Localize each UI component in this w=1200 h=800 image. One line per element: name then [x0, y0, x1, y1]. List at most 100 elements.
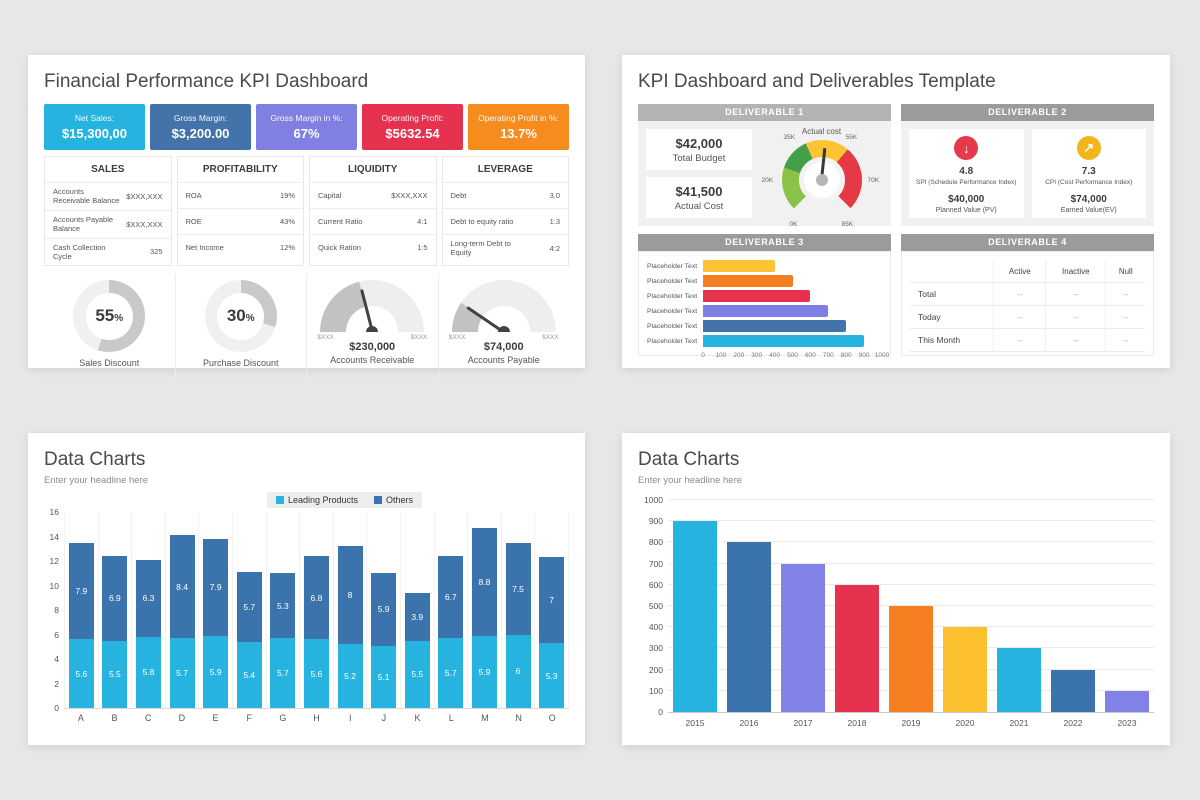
cell-value: -- [1045, 282, 1106, 306]
x-tick-label: J [381, 713, 387, 723]
leading-products-segment: 5.6 [68, 639, 94, 708]
row-label: Debt [450, 190, 467, 200]
bar-row: Placeholder Text [647, 260, 882, 272]
gauge-min-label: $XXX [448, 334, 466, 342]
donut-hole: 55% [85, 292, 133, 340]
table-row: Net Income 12% [177, 234, 303, 260]
leading-products-segment: 5.4 [236, 641, 262, 708]
stacked-bar: 8 5.2 [337, 546, 363, 708]
gridline [668, 541, 1154, 543]
bar [727, 542, 771, 712]
plot-area: 7.9 5.6 6.9 5.5 6.3 5.8 8.4 5.7 7.9 5.9 5.7 5.4 5.3 5… [64, 512, 569, 709]
leading-products-segment: 6 [505, 634, 531, 708]
bar-slot: 8 5.2 [332, 512, 367, 708]
row-value: 3.0 [549, 191, 560, 200]
corner-cell [910, 260, 994, 283]
y-tick-label: 2 [54, 678, 59, 689]
x-tick-label: 600 [804, 352, 816, 359]
column-header: Active [993, 260, 1046, 283]
legend-label: Others [386, 495, 414, 505]
slide-financial-kpi-dashboard[interactable]: Financial Performance KPI Dashboard Net … [28, 55, 585, 381]
cell-value: -- [1105, 328, 1145, 352]
x-tick-label: O [548, 713, 556, 723]
bar [703, 305, 829, 317]
ratio-tables-row: SALES Accounts Receivable Balance $XXX,XXX… [44, 156, 569, 267]
stacked-bar: 6.8 5.6 [303, 556, 329, 708]
x-tick-label: K [414, 713, 421, 723]
bar-slot: 6.9 5.5 [97, 512, 132, 708]
bar-slot: 7 5.3 [534, 512, 569, 708]
bar-slot: 3.9 5.5 [399, 512, 434, 708]
bar [835, 584, 879, 712]
slide2-title: KPI Dashboard and Deliverables Template [638, 71, 996, 92]
bar-row: Placeholder Text [647, 290, 882, 302]
slide-data-charts-yearly[interactable]: Data Charts Enter your headline here 0 10… [622, 433, 1170, 745]
status-table: Active Inactive Null Total -- -- -- Today -- -- --… [910, 260, 1145, 352]
ratio-table: LEVERAGE Debt 3.0 Debt to equity ratio 1:3 Lo… [441, 156, 569, 267]
others-segment: 6.9 [102, 556, 128, 641]
others-segment: 7.5 [505, 542, 531, 635]
x-tick-label: M [481, 713, 489, 723]
y-tick-label: 12 [49, 556, 59, 566]
x-tick-label: 2020 [955, 718, 975, 728]
x-tick-label: 2017 [793, 718, 813, 728]
row-value: 12% [279, 243, 295, 252]
others-segment: 7.9 [203, 538, 229, 636]
bar-slot: 5.9 5.1 [366, 512, 400, 708]
bar [1051, 669, 1095, 712]
legend-item: Others [374, 495, 413, 505]
accounts-receivable-cell: $XXX $XXX $230,000 Accounts Receivable [306, 274, 438, 381]
row-label: Quick Ration [318, 242, 361, 252]
leading-products-segment: 5.7 [270, 638, 296, 708]
stacked-bar: 6.9 5.5 [102, 556, 128, 708]
bar-track [703, 275, 882, 287]
x-tick-label: 2022 [1063, 718, 1083, 728]
x-tick-label: E [212, 713, 219, 723]
accounts-payable-label: Accounts Payable [467, 355, 540, 366]
leading-products-segment: 5.7 [169, 638, 195, 708]
y-tick-label: 6 [54, 629, 59, 640]
sales-discount-percent: 55% [95, 306, 124, 326]
kpi-tile-label: Gross Margin: [173, 113, 228, 123]
deliverable-2-content: ↓ 4.8 SPI (Schedule Performance Index) $… [901, 121, 1154, 226]
x-tick-label: 200 [733, 352, 745, 359]
cell-value: -- [1045, 305, 1106, 329]
row-value: $XXX,XXX [126, 219, 163, 229]
bar [703, 290, 811, 302]
row-label: Total [910, 282, 994, 306]
x-axis-labels: 2015 2016 2017 2018 2019 2020 2021 2022 2023 [668, 718, 1154, 728]
x-tick-label: 500 [787, 352, 798, 359]
slide-kpi-deliverables-template[interactable]: KPI Dashboard and Deliverables Template … [622, 55, 1170, 368]
slide-data-charts-stacked[interactable]: Data Charts Enter your headline here Lea… [28, 433, 585, 745]
gridline [668, 562, 1154, 564]
cell-value: -- [993, 305, 1046, 329]
budget-boxes: $42,000 Total Budget $41,500 Actual Cost [646, 129, 752, 218]
row-value: 1:5 [417, 243, 428, 252]
table-header-row: Active Inactive Null [910, 260, 1145, 283]
ratio-table-title: PROFITABILITY [202, 164, 278, 175]
x-tick-label: 1000 [874, 352, 890, 359]
slide4-title: Data Charts [638, 449, 740, 470]
bar-label: Placeholder Text [647, 292, 698, 300]
bar-slot: 7.9 5.9 [198, 512, 232, 708]
accounts-receivable-value: $230,000 [349, 341, 396, 354]
cell-value: -- [1105, 305, 1145, 329]
deliverable-1-header: DELIVERABLE 1 [638, 104, 891, 121]
others-segment: 5.7 [236, 572, 262, 642]
x-tick-label: 700 [822, 352, 834, 359]
bar-slot: 8.8 5.9 [467, 512, 501, 708]
kpi-tile-value: $5632.54 [385, 126, 440, 141]
y-tick-label: 200 [648, 664, 663, 675]
slide4-subtitle: Enter your headline here [638, 475, 743, 486]
bar [1105, 690, 1149, 712]
bar-slot [722, 542, 776, 712]
x-tick-label: 2018 [847, 718, 867, 728]
purchase-discount-donut: 30% [204, 280, 277, 353]
stacked-bar: 6.3 5.8 [135, 559, 161, 708]
spi-label: SPI (Schedule Performance Index) [916, 179, 1017, 186]
ratio-table-title: LEVERAGE [477, 164, 533, 175]
x-tick-label: N [515, 713, 522, 723]
y-tick-label: 700 [648, 558, 663, 569]
total-budget-box: $42,000 Total Budget [646, 129, 752, 170]
row-label: Long-term Debt to Equity [450, 239, 511, 258]
